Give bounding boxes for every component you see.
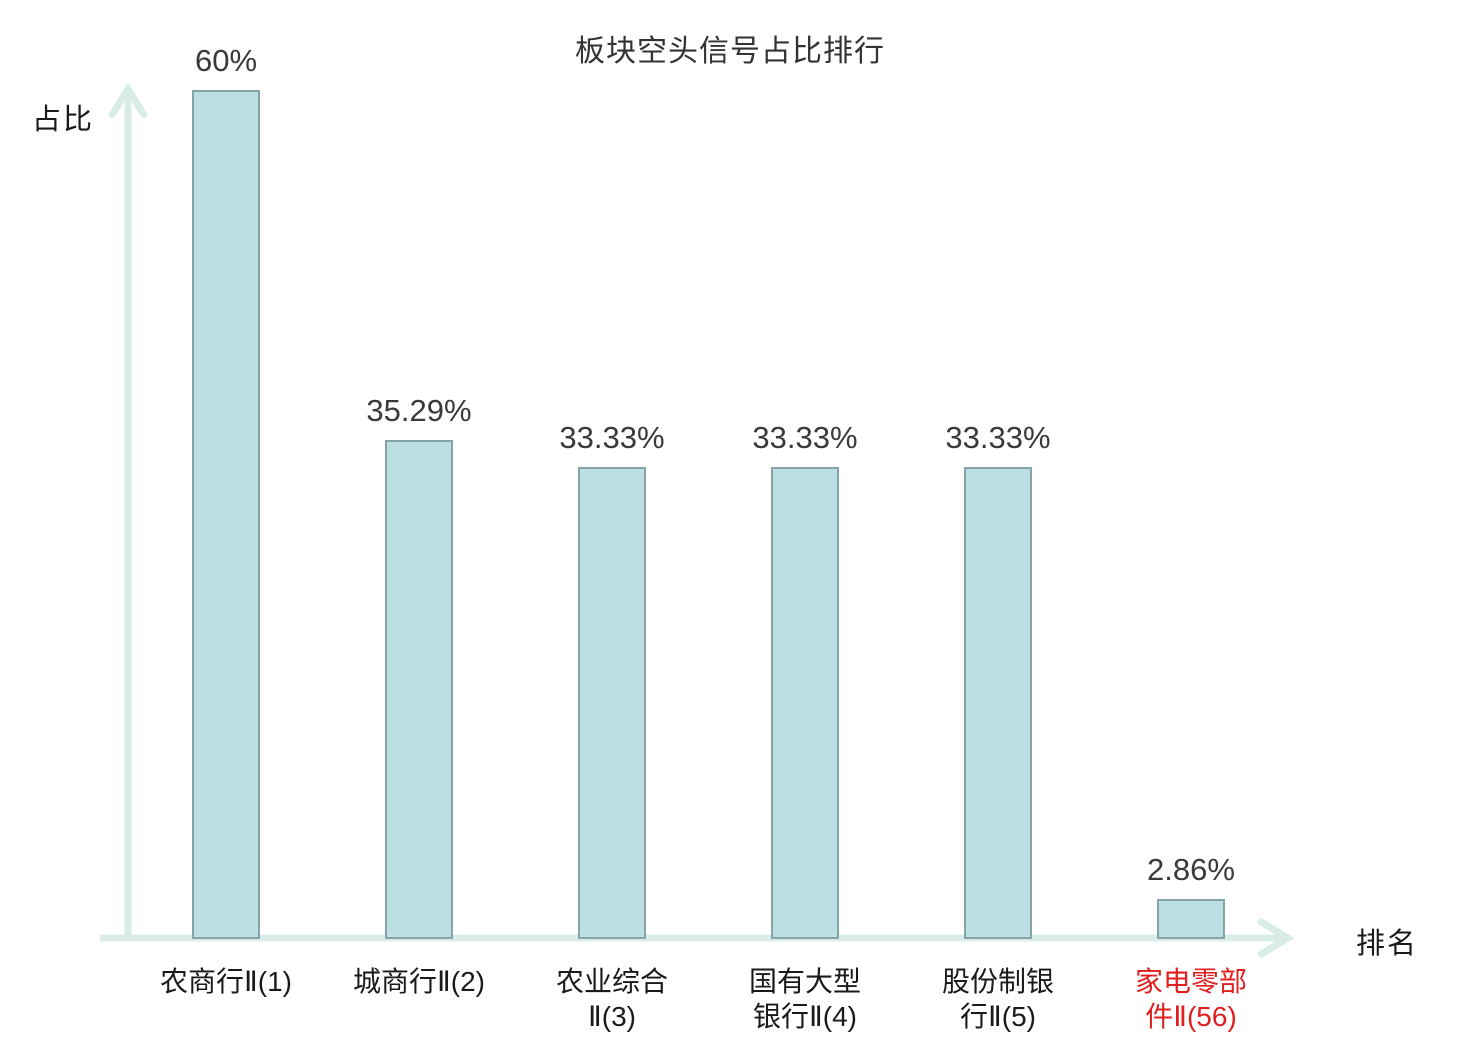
- bar-value-label: 33.33%: [945, 420, 1051, 455]
- category-label-line: 农业综合: [555, 966, 668, 997]
- category-label-line: 家电零部: [1134, 966, 1247, 997]
- category-label: 农业综合 Ⅱ(3): [492, 964, 732, 1034]
- bar-value-label: 60%: [194, 43, 258, 78]
- category-label: 国有大型银行Ⅱ(4): [685, 964, 925, 1034]
- y-axis-arrow-icon: [108, 82, 148, 119]
- bar-value-label: 33.33%: [559, 420, 665, 455]
- category-label: 城商行Ⅱ(2): [299, 964, 539, 999]
- bar: [192, 90, 260, 939]
- y-axis-label: 占比: [32, 104, 95, 136]
- x-axis-arrow-icon: [1257, 918, 1295, 958]
- category-label-line: 银行Ⅱ(4): [752, 1001, 857, 1032]
- category-label-line: 股份制银: [941, 966, 1054, 997]
- bar: [964, 467, 1032, 939]
- bar: [385, 440, 453, 939]
- category-label-line: Ⅱ(3): [587, 1001, 636, 1032]
- category-label: 家电零部件Ⅱ(56): [1071, 964, 1311, 1034]
- bar-value-label: 2.86%: [1147, 852, 1235, 887]
- bar: [1157, 899, 1225, 939]
- chart-title: 板块空头信号占比排行: [575, 35, 885, 68]
- category-label-line: 行Ⅱ(5): [959, 1001, 1036, 1032]
- category-label: 农商行Ⅱ(1): [106, 964, 346, 999]
- bar-value-label: 35.29%: [366, 393, 472, 428]
- category-label-line: 农商行Ⅱ(1): [159, 966, 292, 997]
- category-label-line: 城商行Ⅱ(2): [352, 966, 485, 997]
- category-label-line: 国有大型: [748, 966, 861, 997]
- bar: [771, 467, 839, 939]
- bar: [578, 467, 646, 939]
- category-label: 股份制银行Ⅱ(5): [878, 964, 1118, 1034]
- x-axis-label: 排名: [1356, 928, 1419, 960]
- category-label-line: 件Ⅱ(56): [1145, 1001, 1237, 1032]
- bar-value-label: 33.33%: [752, 420, 858, 455]
